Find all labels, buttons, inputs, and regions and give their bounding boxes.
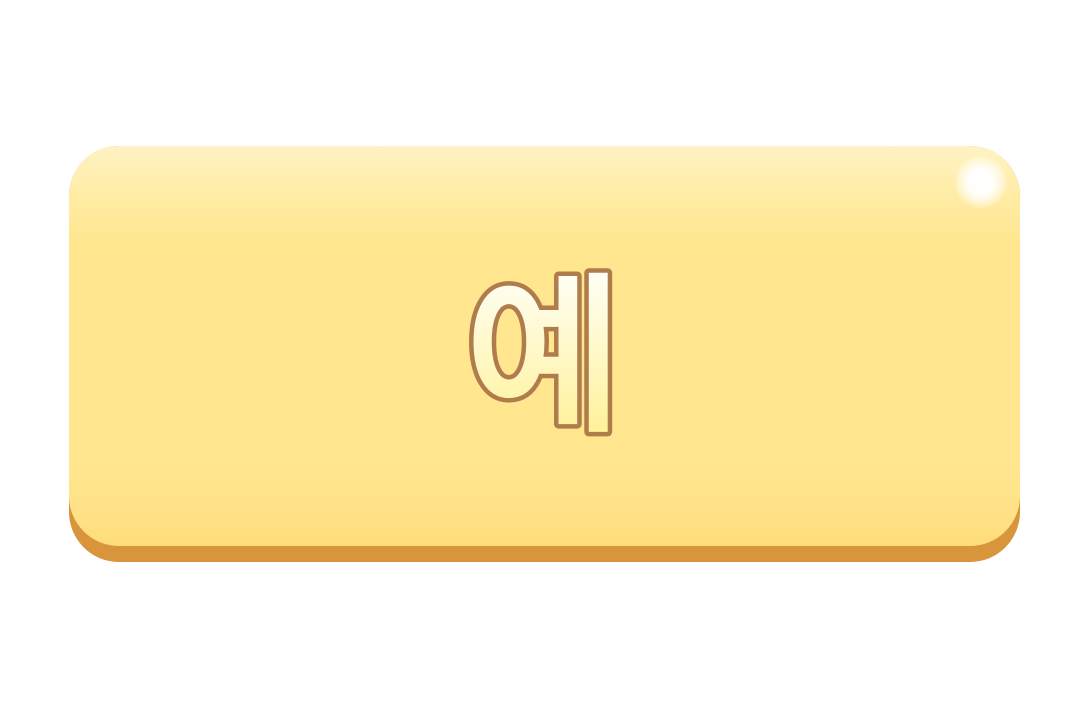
yes-button[interactable]: 예 (69, 146, 1020, 562)
yes-button-label-svg[interactable]: 예 (69, 146, 1020, 546)
gloss-highlight (955, 156, 1007, 208)
yes-button-label[interactable]: 예 (461, 255, 626, 462)
yes-button-face[interactable] (69, 146, 1020, 546)
